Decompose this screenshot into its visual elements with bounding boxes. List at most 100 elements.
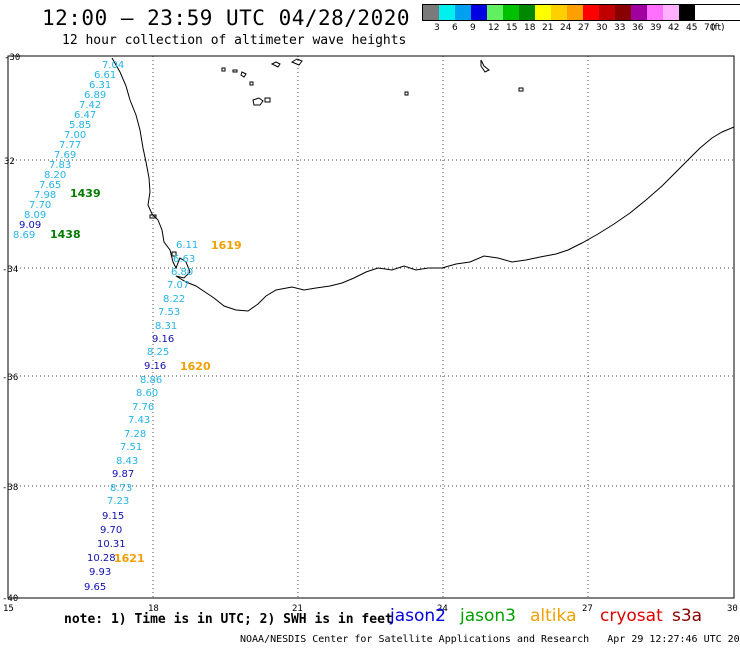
lon-label: 27	[582, 604, 593, 614]
pass-time-label: 1439	[70, 187, 101, 200]
legend-label: 36	[632, 23, 644, 33]
legend-swatch	[439, 5, 455, 20]
wave-height-label: 6.80	[171, 267, 193, 278]
footer-note: note: 1) Time is in UTC; 2) SWH is in fe…	[64, 612, 393, 627]
wave-height-label: 7.69	[54, 150, 76, 161]
lat-labels: -30 32 -34 -36 -38 -40	[2, 53, 20, 604]
wave-height-label: 5.85	[69, 120, 91, 131]
wave-height-label: 7.04	[102, 60, 124, 71]
legend-label: 6	[452, 23, 458, 33]
lon-label: 24	[437, 604, 448, 614]
legend-label: 24	[560, 23, 572, 33]
wave-height-label: 7.23	[107, 496, 129, 507]
legend-label: 21	[542, 23, 554, 33]
legend-swatch	[471, 5, 487, 20]
wave-height-tracks: 7.046.616.316.897.426.475.857.007.777.69…	[13, 60, 242, 593]
wave-height-label: 7.28	[124, 429, 146, 440]
legend-label: 3	[434, 23, 440, 33]
legend-swatch	[631, 5, 647, 20]
wave-height-label: 7.76	[132, 402, 154, 413]
wave-height-label: 8.25	[147, 347, 169, 358]
legend-label: 12	[488, 23, 500, 33]
wave-height-label: 6.89	[84, 90, 106, 101]
wave-height-label: 8.69	[13, 230, 35, 241]
wave-height-label: 9.65	[84, 582, 106, 593]
wave-height-label: 7.70	[29, 200, 51, 211]
map-title: 12:00 – 23:59 UTC 04/28/2020	[42, 6, 411, 30]
legend-altika: altika	[530, 606, 577, 626]
pass-time-label: 1619	[211, 239, 242, 252]
wave-height-label: 9.87	[112, 469, 134, 480]
legend-swatches	[422, 4, 740, 21]
wave-height-label: 7.98	[34, 190, 56, 201]
wave-height-label: 8.73	[110, 483, 132, 494]
credit-line: NOAA/NESDIS Center for Satellite Applica…	[240, 634, 740, 645]
coastline	[111, 57, 735, 312]
legend-label: 30	[596, 23, 608, 33]
map-subtitle: 12 hour collection of altimeter wave hei…	[62, 33, 407, 48]
wave-height-label: 7.51	[120, 442, 142, 453]
lat-label: -38	[2, 483, 18, 493]
wave-height-label: 7.65	[39, 180, 61, 191]
wave-height-label: 8.22	[163, 294, 185, 305]
lat-label: -30	[4, 53, 20, 63]
wave-height-label: 7.42	[79, 100, 101, 111]
legend-jason3: jason3	[460, 606, 516, 626]
lon-label: 21	[292, 604, 303, 614]
lat-label: -36	[2, 373, 18, 383]
lat-label: -40	[2, 594, 18, 604]
lat-label: -34	[2, 265, 18, 275]
wave-height-label: 10.28	[87, 553, 116, 564]
lat-label: 32	[4, 157, 15, 167]
legend-label: 18	[524, 23, 536, 33]
legend-swatch	[423, 5, 439, 20]
pass-time-label: 1620	[180, 360, 211, 373]
wave-height-label: 7.83	[49, 160, 71, 171]
pass-time-label: 1438	[50, 228, 81, 241]
graticule	[8, 56, 734, 598]
legend-label: 27	[578, 23, 590, 33]
legend-swatch	[487, 5, 503, 20]
legend-label: 9	[470, 23, 476, 33]
color-legend: 3 6 9 12 15 18 21 24 27 30 33 36 39 42 45 70 (ft)	[422, 4, 740, 35]
legend-swatch	[535, 5, 551, 20]
legend-labels: 3 6 9 12 15 18 21 24 27 30 33 36 39 42 45 70 (ft)	[422, 21, 740, 35]
legend-swatch	[647, 5, 663, 20]
legend-label: (ft)	[711, 23, 725, 33]
wave-height-label: 10.31	[97, 539, 126, 550]
wave-height-label: 9.15	[102, 511, 124, 522]
wave-height-label: 8.20	[44, 170, 66, 181]
wave-height-label: 6.47	[74, 110, 96, 121]
legend-swatch	[679, 5, 695, 20]
legend-swatch	[615, 5, 631, 20]
legend-label: 15	[506, 23, 518, 33]
legend-swatch	[567, 5, 583, 20]
legend-jason2: jason2	[390, 606, 446, 626]
wave-height-label: 9.93	[89, 567, 111, 578]
legend-label: 45	[686, 23, 698, 33]
wave-height-label: 6.63	[173, 254, 195, 265]
wave-height-label: 8.60	[136, 388, 158, 399]
legend-label: 33	[614, 23, 626, 33]
wave-height-label: 6.61	[94, 70, 116, 81]
wave-height-label: 7.07	[167, 280, 189, 291]
islands	[149, 58, 524, 257]
lon-label: 30	[727, 604, 738, 614]
lon-label: 18	[148, 604, 159, 614]
legend-s3a: s3a	[672, 606, 703, 626]
legend-cryosat: cryosat	[600, 606, 663, 626]
wave-height-label: 7.43	[128, 415, 150, 426]
wave-height-label: 9.09	[19, 220, 41, 231]
pass-time-label: 1621	[114, 552, 145, 565]
lon-labels: 15 18 21 24 27 30	[3, 604, 738, 614]
legend-swatch	[503, 5, 519, 20]
wave-height-label: 8.43	[116, 456, 138, 467]
wave-height-label: 6.11	[176, 240, 198, 251]
wave-height-label: 7.77	[59, 140, 81, 151]
wave-height-label: 6.31	[89, 80, 111, 91]
wave-height-label: 8.09	[24, 210, 46, 221]
legend-swatch	[599, 5, 615, 20]
legend-swatch	[583, 5, 599, 20]
legend-label: 39	[650, 23, 662, 33]
